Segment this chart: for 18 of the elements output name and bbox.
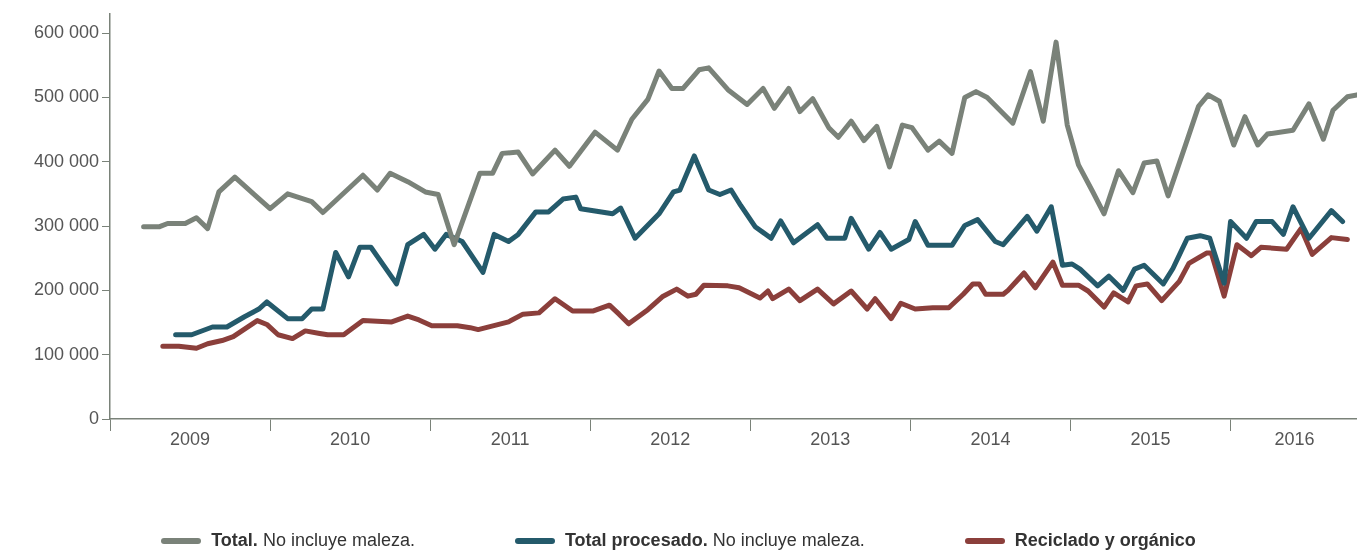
y-tick-label: 300 000 bbox=[33, 215, 99, 236]
x-tick-label: 2014 bbox=[970, 428, 1011, 449]
x-tick-label: 2013 bbox=[810, 428, 851, 449]
x-tick-label: 2011 bbox=[490, 428, 530, 449]
legend-label: Total. No incluye maleza. bbox=[211, 530, 415, 551]
y-tick-label: 0 bbox=[88, 407, 99, 428]
y-tick-label: 200 000 bbox=[33, 279, 99, 300]
x-tick-label: 2016 bbox=[1274, 428, 1315, 449]
legend-label: Reciclado y orgánico bbox=[1014, 530, 1196, 550]
y-tick-label: 500 000 bbox=[33, 86, 99, 107]
x-tick-label: 2010 bbox=[330, 428, 371, 449]
y-tick-label: 400 000 bbox=[33, 150, 99, 171]
y-tick-label: 100 000 bbox=[33, 343, 99, 364]
x-tick-label: 2015 bbox=[1130, 428, 1171, 449]
x-tick-label: 2009 bbox=[170, 428, 211, 449]
x-tick-label: 2012 bbox=[650, 428, 691, 449]
y-tick-label: 600 000 bbox=[33, 22, 99, 43]
legend-label: Total procesado. No incluye maleza. bbox=[564, 530, 865, 551]
